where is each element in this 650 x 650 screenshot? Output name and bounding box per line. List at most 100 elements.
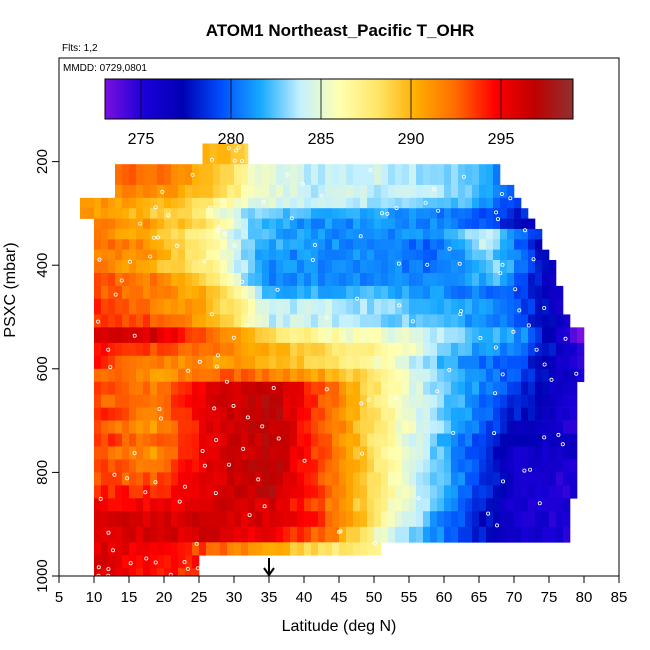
heatmap-cell — [122, 208, 130, 219]
heatmap-cell — [437, 394, 445, 408]
observation-point — [493, 345, 498, 350]
heatmap-cell — [108, 208, 116, 219]
heatmap-cell — [255, 407, 263, 421]
heatmap-cell — [339, 239, 347, 250]
heatmap-cell — [122, 381, 130, 395]
heatmap-cell — [528, 420, 536, 434]
heatmap-cell — [234, 485, 242, 499]
observation-point — [458, 309, 463, 314]
heatmap-cell — [444, 208, 452, 219]
heatmap-cell — [283, 446, 291, 460]
heatmap-cell — [241, 446, 249, 460]
x-tick-label: 15 — [121, 589, 138, 606]
heatmap-cell — [209, 143, 217, 165]
heatmap-cell — [101, 420, 109, 434]
heatmap-cell — [283, 542, 291, 556]
observation-point — [232, 158, 237, 163]
heatmap-cell — [283, 164, 291, 186]
heatmap-cell — [283, 472, 291, 486]
heatmap-cell — [318, 228, 326, 240]
heatmap-cell — [244, 143, 249, 165]
heatmap-cell — [570, 342, 578, 357]
heatmap-cell — [206, 368, 214, 383]
heatmap-cell — [430, 459, 438, 473]
heatmap-cell — [339, 342, 347, 357]
heatmap-cell — [437, 485, 445, 499]
heatmap-cell — [115, 446, 123, 460]
heatmap-cell — [213, 511, 221, 528]
heatmap-cell — [507, 526, 515, 543]
heatmap-cell — [325, 272, 333, 287]
heatmap-cell — [199, 459, 207, 473]
heatmap-cell — [255, 208, 263, 219]
heatmap-cell — [129, 407, 137, 421]
heatmap-cell — [381, 197, 389, 209]
heatmap-cell — [171, 394, 179, 408]
heatmap-cell — [185, 420, 193, 434]
heatmap-cell — [388, 526, 396, 543]
heatmap-cell — [192, 342, 200, 357]
heatmap-cell — [304, 381, 312, 395]
heatmap-cell — [542, 407, 550, 421]
heatmap-cell — [262, 208, 270, 219]
heatmap-cell — [129, 228, 137, 240]
heatmap-cell — [360, 485, 368, 499]
heatmap-cell — [479, 459, 487, 473]
heatmap-cell — [318, 381, 326, 395]
heatmap-cell — [395, 355, 403, 370]
heatmap-cell — [220, 459, 228, 473]
x-axis-label: Latitude (deg N) — [282, 618, 397, 635]
heatmap-cell — [269, 218, 277, 230]
observation-point — [182, 484, 187, 489]
heatmap-cell — [234, 368, 242, 383]
heatmap-cell — [115, 472, 123, 486]
heatmap-cell — [360, 218, 368, 230]
heatmap-cell — [115, 260, 123, 274]
heatmap-cell — [171, 208, 179, 219]
heatmap-cell — [346, 239, 354, 250]
observation-point — [368, 168, 373, 173]
heatmap-cell — [157, 164, 165, 186]
heatmap-cell — [171, 355, 179, 370]
heatmap-cell — [549, 260, 557, 274]
heatmap-cell — [136, 555, 144, 569]
heatmap-cell — [164, 485, 172, 499]
heatmap-cell — [101, 272, 109, 287]
heatmap-cell — [542, 368, 550, 383]
heatmap-cell — [178, 446, 186, 460]
heatmap-cell — [311, 381, 319, 395]
heatmap-cell — [458, 260, 466, 274]
heatmap-cell — [269, 446, 277, 460]
heatmap-cell — [353, 208, 361, 219]
heatmap-cell — [430, 355, 438, 370]
heatmap-cell — [332, 208, 340, 219]
heatmap-cell — [325, 228, 333, 240]
heatmap-cell — [549, 394, 557, 408]
heatmap-cell — [276, 485, 284, 499]
heatmap-cell — [192, 498, 200, 512]
observation-point — [158, 416, 163, 421]
observation-point — [556, 432, 561, 437]
heatmap-cell — [486, 459, 494, 473]
heatmap-cell — [346, 394, 354, 408]
heatmap-cell — [493, 498, 501, 512]
heatmap-cell — [255, 368, 263, 383]
heatmap-cell — [220, 526, 228, 543]
observation-point — [549, 377, 554, 382]
heatmap-cell — [472, 446, 480, 460]
heatmap-cell — [472, 197, 480, 209]
heatmap-cell — [332, 342, 340, 357]
heatmap-cell — [185, 260, 193, 274]
heatmap-cell — [563, 355, 571, 370]
heatmap-cell — [150, 459, 158, 473]
heatmap-cell — [458, 314, 466, 328]
heatmap-cell — [374, 355, 382, 370]
heatmap-cell — [164, 526, 172, 543]
heatmap-cell — [465, 446, 473, 460]
heatmap-cell — [374, 272, 382, 287]
heatmap-cell — [199, 407, 207, 421]
heatmap-cell — [514, 433, 522, 447]
heatmap-cell — [304, 542, 312, 556]
heatmap-cell — [514, 249, 522, 261]
heatmap-cell — [570, 446, 578, 460]
